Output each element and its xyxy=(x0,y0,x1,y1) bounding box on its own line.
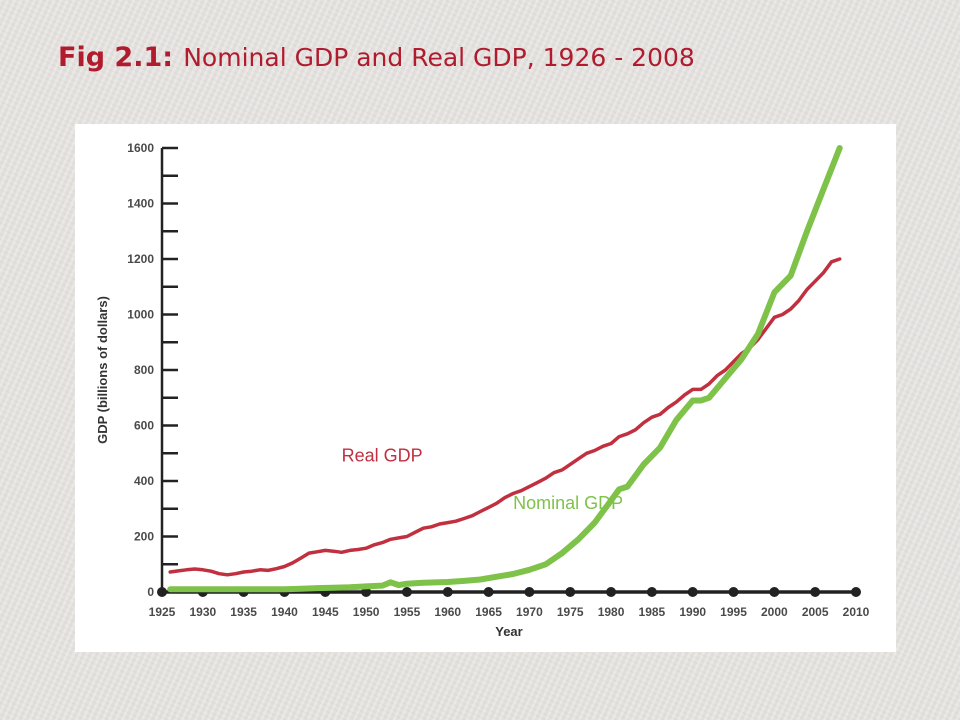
x-tick-label: 1945 xyxy=(312,605,339,619)
x-tick-dot xyxy=(851,587,861,597)
y-tick-label: 1200 xyxy=(127,252,154,266)
figure-caption: Nominal GDP and Real GDP, 1926 - 2008 xyxy=(183,43,695,72)
x-tick-label: 1930 xyxy=(189,605,216,619)
x-tick-dot xyxy=(687,587,698,597)
y-tick-label: 600 xyxy=(134,419,154,433)
x-tick-label: 1970 xyxy=(516,605,543,619)
y-tick-label: 0 xyxy=(147,585,154,599)
x-tick-dot xyxy=(769,587,780,597)
series-lines xyxy=(167,145,843,593)
y-tick-label: 400 xyxy=(134,474,154,488)
x-tick-label: 1985 xyxy=(639,605,666,619)
x-tick-label: 1995 xyxy=(720,605,747,619)
nominal-gdp-line xyxy=(167,145,843,593)
x-tick-label: 1975 xyxy=(557,605,584,619)
x-tick-label: 1980 xyxy=(598,605,625,619)
x-tick-dot xyxy=(810,587,821,597)
nominal-gdp-label: Nominal GDP xyxy=(513,493,623,513)
x-tick-dot xyxy=(565,587,576,597)
slide-title: Fig 2.1: Nominal GDP and Real GDP, 1926 … xyxy=(58,36,695,74)
axes: 0 200 400 600 800 1000 1200 1400 1600 1925 1930 193… xyxy=(95,141,870,639)
x-tick-label: 1940 xyxy=(271,605,298,619)
y-tick-label: 800 xyxy=(134,363,154,377)
x-tick-dot xyxy=(442,587,453,597)
x-tick-label: 1950 xyxy=(353,605,380,619)
y-tick-label: 200 xyxy=(134,530,154,544)
x-tick-dot xyxy=(646,587,657,597)
x-axis-title: Year xyxy=(495,624,522,639)
x-tick-label: 1925 xyxy=(149,605,176,619)
figure-number: Fig 2.1: xyxy=(58,42,174,73)
x-tick-label: 1935 xyxy=(230,605,257,619)
y-axis-title: GDP (billions of dollars) xyxy=(95,296,110,444)
chart-panel: 0 200 400 600 800 1000 1200 1400 1600 1925 1930 193… xyxy=(75,124,896,652)
x-tick-label: 1990 xyxy=(679,605,706,619)
labels: Real GDP Nominal GDP xyxy=(342,446,623,513)
x-tick-dot xyxy=(728,587,739,597)
y-tick-label: 1400 xyxy=(127,197,154,211)
x-tick-label: 2010 xyxy=(843,605,870,619)
x-tick-dot xyxy=(524,587,535,597)
gdp-line-chart: 0 200 400 600 800 1000 1200 1400 1600 1925 1930 193… xyxy=(95,141,870,639)
y-tick-label: 1000 xyxy=(127,308,154,322)
real-gdp-line xyxy=(168,257,842,577)
x-tick-dot xyxy=(157,587,167,597)
real-gdp-label: Real GDP xyxy=(342,446,423,466)
x-tick-label: 2000 xyxy=(761,605,788,619)
x-tick-label: 1960 xyxy=(434,605,461,619)
x-tick-dot xyxy=(401,587,412,597)
x-tick-label: 1955 xyxy=(394,605,421,619)
x-tick-label: 1965 xyxy=(475,605,502,619)
y-tick-label: 1600 xyxy=(127,141,154,155)
x-tick-label: 2005 xyxy=(802,605,829,619)
x-tick-dot xyxy=(483,587,494,597)
x-tick-dot xyxy=(606,587,617,597)
